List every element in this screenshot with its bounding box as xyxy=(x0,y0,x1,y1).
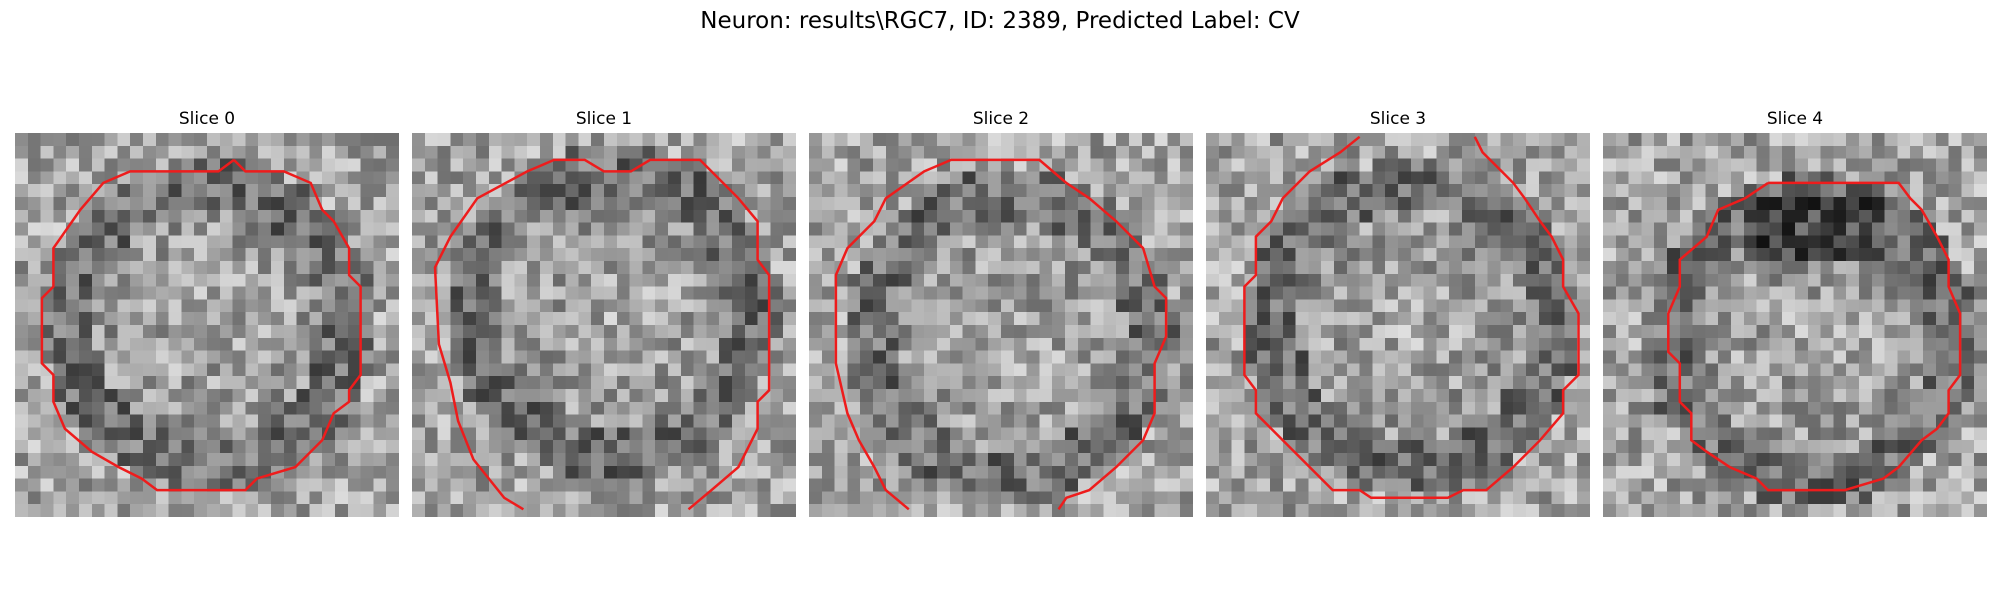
slice-title-2: Slice 2 xyxy=(972,109,1030,129)
cell-contour-4 xyxy=(1667,181,1962,492)
figure-title: Neuron: results\RGC7, ID: 2389, Predicte… xyxy=(700,8,1300,34)
slice-panel-1: Slice 1 xyxy=(412,0,796,600)
slice-image-0 xyxy=(15,133,399,517)
slice-panel-0: Slice 0 xyxy=(15,0,399,600)
cell-contour-0 xyxy=(40,158,362,492)
slice-title-0: Slice 0 xyxy=(178,109,236,129)
slice-title-4: Slice 4 xyxy=(1766,109,1824,129)
cell-contour-3 xyxy=(1243,135,1580,500)
cell-contour-1 xyxy=(433,158,771,511)
slice-panel-4: Slice 4 xyxy=(1603,0,1987,600)
cell-contour-2 xyxy=(834,158,1168,511)
slice-title-3: Slice 3 xyxy=(1369,109,1427,129)
contour-overlay-2 xyxy=(834,158,1168,511)
slice-panel-2: Slice 2 xyxy=(809,0,1193,600)
slice-image-1 xyxy=(412,133,796,517)
slice-title-1: Slice 1 xyxy=(575,109,633,129)
contour-overlay-0 xyxy=(40,158,362,492)
contour-overlay-3 xyxy=(1243,135,1580,500)
contour-overlay-1 xyxy=(433,158,771,511)
slice-panel-3: Slice 3 xyxy=(1206,0,1590,600)
slice-image-4 xyxy=(1603,133,1987,517)
contour-overlay-4 xyxy=(1667,181,1962,492)
